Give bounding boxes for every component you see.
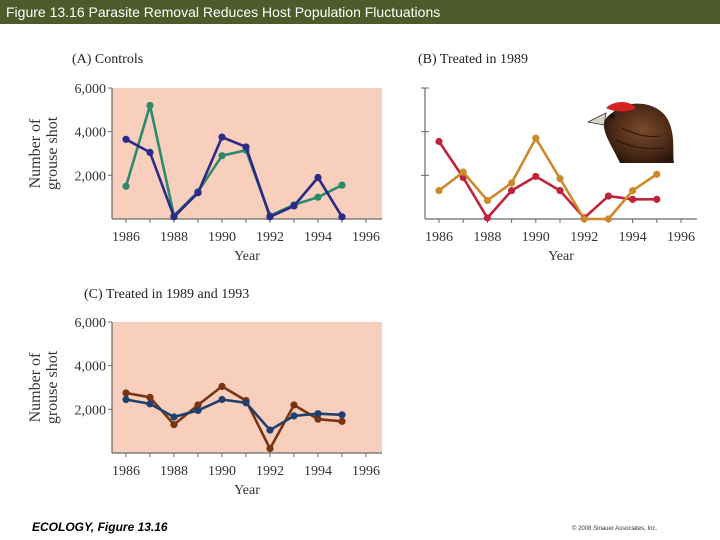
series-line-A-1 (125, 135, 344, 219)
x-axis-label-C: Year (234, 483, 260, 498)
data-point-A-0-1 (146, 101, 154, 110)
x-tick-label-A-5: 1996 (352, 230, 380, 245)
data-point-B-1-2 (483, 196, 491, 205)
y-tick-label-A-2: 6,000 (75, 82, 107, 97)
page-title: Figure 13.16 Parasite Removal Reduces Ho… (6, 4, 441, 20)
data-point-A-1-4 (218, 133, 226, 141)
data-point-A-1-0 (122, 135, 130, 143)
y-tick-label-C-1: 4,000 (75, 360, 107, 375)
x-tick-label-C-4: 1994 (304, 464, 332, 479)
data-point-B-0-0 (435, 137, 443, 146)
footer-copyright: © 2008 Sinauer Associates, Inc. (572, 526, 658, 532)
x-tick-label-A-4: 1994 (304, 230, 332, 245)
x-axis-label-A: Year (234, 249, 260, 264)
data-point-B-0-4 (532, 172, 540, 181)
chart-title-C: (C) Treated in 1989 and 1993 (84, 287, 249, 302)
data-point-C-1-3 (194, 406, 202, 415)
data-point-B-0-3 (508, 187, 516, 195)
data-point-A-1-3 (194, 189, 202, 197)
data-point-C-0-4 (218, 382, 226, 391)
data-point-C-0-3 (194, 401, 202, 409)
data-point-C-0-6 (266, 445, 274, 453)
data-point-A-1-2 (170, 213, 178, 221)
data-point-A-0-4 (218, 152, 226, 160)
data-point-B-1-9 (653, 170, 661, 178)
data-point-C-1-6 (266, 426, 274, 434)
data-point-B-0-8 (629, 195, 637, 203)
data-point-C-0-7 (290, 401, 298, 409)
data-point-C-1-0 (122, 395, 130, 404)
data-point-C-1-2 (170, 413, 178, 421)
data-point-B-1-4 (532, 134, 540, 142)
data-point-A-0-9 (338, 181, 346, 189)
chart-title-B: (B) Treated in 1989 (418, 52, 528, 67)
data-point-A-1-5 (242, 143, 250, 151)
data-point-B-1-8 (629, 187, 637, 195)
x-tick-label-B-1: 1988 (473, 230, 501, 245)
x-tick-label-A-2: 1990 (208, 230, 236, 245)
data-point-B-1-0 (435, 187, 443, 195)
data-point-C-1-8 (314, 410, 322, 418)
data-point-C-0-8 (314, 415, 322, 423)
data-point-C-1-1 (146, 400, 154, 408)
x-tick-label-C-0: 1986 (112, 464, 140, 479)
data-point-C-0-1 (146, 393, 154, 401)
x-tick-label-C-1: 1988 (160, 464, 188, 479)
y-tick-label-C-2: 6,000 (75, 316, 107, 331)
series-line-A-0 (124, 104, 343, 218)
data-point-B-0-9 (653, 195, 661, 203)
x-tick-label-B-4: 1994 (619, 230, 647, 245)
y-axis-label-C: Number ofgrouse shot (27, 350, 61, 424)
data-point-A-1-9 (338, 213, 346, 221)
x-tick-label-C-2: 1990 (208, 464, 236, 479)
y-tick-label-C-0: 2,000 (75, 403, 107, 418)
data-point-B-0-5 (556, 187, 564, 195)
chart-title-A: (A) Controls (72, 52, 143, 67)
x-tick-label-A-1: 1988 (160, 230, 188, 245)
x-axis-label-B: Year (548, 249, 574, 264)
data-point-B-1-5 (556, 175, 564, 183)
data-point-A-0-0 (122, 182, 130, 190)
x-tick-label-C-3: 1992 (256, 464, 284, 479)
data-point-A-1-6 (266, 213, 274, 221)
data-point-A-0-8 (314, 193, 322, 201)
data-point-A-1-1 (146, 148, 154, 157)
data-point-C-0-0 (122, 389, 130, 397)
footer-caption: ECOLOGY, Figure 13.16 (32, 520, 168, 534)
y-axis-label-A: Number ofgrouse shot (27, 116, 61, 190)
y-tick-label-A-1: 4,000 (75, 126, 107, 141)
data-point-B-1-1 (459, 168, 467, 176)
x-tick-label-B-2: 1990 (522, 230, 550, 245)
x-tick-label-B-5: 1996 (667, 230, 695, 245)
data-point-C-0-2 (170, 421, 178, 429)
x-tick-label-B-3: 1992 (570, 230, 598, 245)
data-point-B-1-6 (580, 215, 588, 223)
data-point-A-1-7 (290, 202, 298, 210)
x-tick-label-A-0: 1986 (112, 230, 140, 245)
data-point-B-0-7 (604, 192, 613, 200)
plot-area-C (112, 322, 382, 453)
data-point-C-0-9 (338, 417, 346, 425)
series-line-C-1 (125, 398, 343, 432)
x-tick-label-A-3: 1992 (256, 230, 284, 245)
data-point-B-1-7 (604, 215, 613, 223)
data-point-C-1-7 (290, 412, 298, 420)
series-line-B-0 (437, 140, 657, 220)
data-point-A-1-8 (314, 173, 322, 182)
data-point-C-1-9 (338, 411, 346, 419)
grouse-illustration (586, 102, 674, 163)
data-point-C-1-4 (218, 395, 226, 404)
data-point-B-0-2 (483, 214, 491, 222)
x-tick-label-C-5: 1996 (352, 464, 380, 479)
data-point-B-1-3 (508, 179, 516, 187)
series-line-B-1 (438, 136, 658, 221)
title-bar: Figure 13.16 Parasite Removal Reduces Ho… (0, 0, 720, 24)
x-tick-label-B-0: 1986 (425, 230, 453, 245)
y-tick-label-A-0: 2,000 (75, 169, 107, 184)
data-point-C-1-5 (242, 399, 250, 407)
